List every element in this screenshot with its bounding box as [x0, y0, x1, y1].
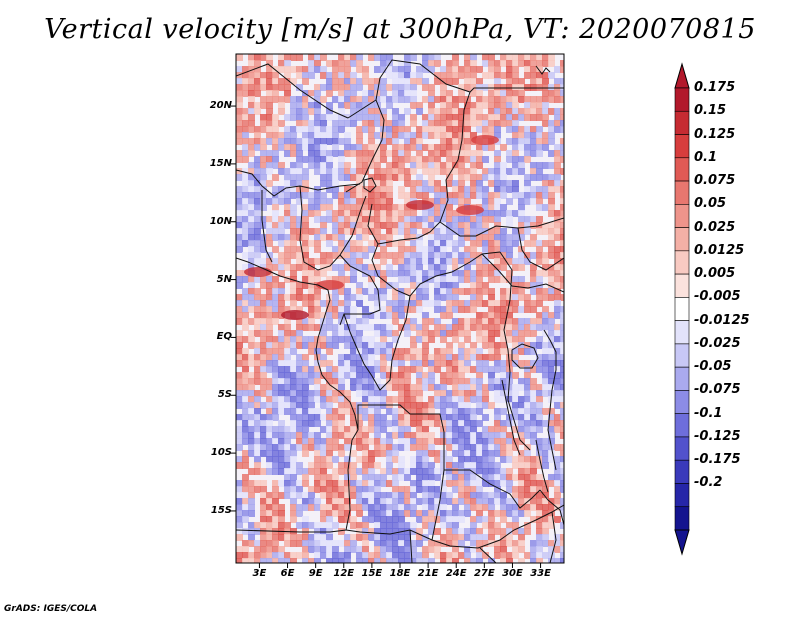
- lon-label: 6E: [280, 568, 295, 579]
- border-algeria-mali: [236, 63, 349, 119]
- colorbar-label: -0.005: [694, 289, 741, 305]
- country-borders: [236, 59, 564, 563]
- lon-label: 30E: [502, 568, 523, 579]
- border-botswana: [345, 529, 497, 563]
- sinai: [535, 65, 551, 75]
- colorbar-label: 0.125: [694, 126, 736, 142]
- colorbar-segment: [674, 180, 690, 205]
- lat-label: 5S: [217, 389, 232, 401]
- colorbar: [674, 62, 690, 556]
- colorbar-arrow-bottom: [674, 529, 690, 556]
- colorbar-segment: [674, 343, 690, 368]
- colorbar-label: -0.075: [694, 382, 741, 398]
- colorbar-label: 0.0125: [694, 242, 745, 258]
- colorbar-label: -0.175: [694, 452, 741, 468]
- colorbar-segment: [674, 134, 690, 159]
- colorbar-segment: [674, 250, 690, 275]
- lon-label: 3E: [252, 568, 267, 579]
- colorbar-segment: [674, 273, 690, 298]
- border-ethiopia: [517, 227, 564, 271]
- lat-label: 5N: [216, 273, 232, 285]
- colorbar-label: 0.05: [694, 196, 727, 212]
- colorbar-segment: [674, 436, 690, 461]
- lon-label: 12E: [333, 568, 355, 579]
- border-cameroon: [339, 254, 381, 326]
- colorbar-segment: [674, 320, 690, 345]
- lon-label: 9E: [308, 568, 323, 579]
- lon-label: 15E: [361, 568, 383, 579]
- colorbar-segment: [674, 459, 690, 484]
- lon-label: 21E: [417, 568, 439, 579]
- colorbar-label: -0.0125: [694, 312, 750, 328]
- border-zambia: [431, 469, 564, 549]
- colorbar-label: 0.075: [694, 173, 736, 189]
- lat-label: 10S: [210, 447, 232, 459]
- lat-label: 15N: [209, 157, 232, 169]
- lon-label: 33E: [530, 568, 551, 579]
- border-congo: [343, 295, 411, 391]
- border-mali-burkina: [236, 169, 361, 197]
- colorbar-label: -0.1: [694, 405, 723, 421]
- colorbar-segment: [674, 297, 690, 321]
- velocity-field: [236, 54, 564, 563]
- border-ssudan-south: [481, 253, 564, 293]
- colorbar-label: -0.025: [694, 335, 741, 351]
- border-sudan-ssudan: [439, 217, 564, 237]
- border-angola-namibia: [236, 429, 359, 533]
- footer-credit: GrADS: IGES/COLA: [4, 604, 98, 614]
- colorbar-label: 0.175: [694, 80, 736, 95]
- colorbar-label: 0.005: [694, 266, 736, 282]
- colorbar-segment: [674, 506, 690, 531]
- lat-label: 20N: [209, 100, 232, 112]
- colorbar-segment: [674, 87, 690, 112]
- colorbar-segment: [674, 227, 690, 252]
- lon-label: 27E: [473, 568, 495, 579]
- colorbar-segment: [674, 413, 690, 438]
- colorbar-label: -0.05: [694, 359, 732, 375]
- colorbar-segment: [674, 204, 690, 228]
- colorbar-label: 0.025: [694, 219, 736, 235]
- colorbar-label: -0.125: [694, 428, 741, 444]
- colorbar-segment: [674, 157, 690, 182]
- colorbar-label: 0.1: [694, 149, 718, 165]
- lat-label: 10N: [209, 215, 232, 227]
- lon-label: 18E: [389, 568, 411, 579]
- lake-malawi: [535, 439, 549, 493]
- colorbar-segment: [674, 110, 690, 135]
- lake-victoria: [511, 343, 539, 369]
- coastline-west: [236, 257, 359, 431]
- lake-chad: [363, 177, 377, 193]
- border-niger-north: [347, 59, 564, 119]
- east-coast: [543, 329, 557, 471]
- lake-tanganyika: [501, 379, 521, 456]
- colorbar-segment: [674, 390, 690, 414]
- colorbar-segment: [674, 483, 690, 508]
- colorbar-arrow-top: [674, 62, 690, 89]
- border-nigeria: [261, 185, 367, 271]
- chart-title: Vertical velocity [m/s] at 300hPa, VT: 2…: [44, 14, 756, 45]
- lat-label: 15S: [210, 504, 232, 516]
- border-car: [371, 243, 501, 297]
- border-drc-east: [499, 251, 531, 451]
- border-chad-sudan: [367, 159, 459, 245]
- lat-label: EQ: [216, 331, 232, 343]
- colorbar-segment: [674, 366, 690, 391]
- border-mozambique: [539, 489, 564, 563]
- lon-label: 24E: [445, 568, 467, 579]
- border-libya-east: [457, 91, 471, 161]
- colorbar-label: -0.2: [694, 475, 723, 491]
- colorbar-label: 0.15: [694, 103, 727, 119]
